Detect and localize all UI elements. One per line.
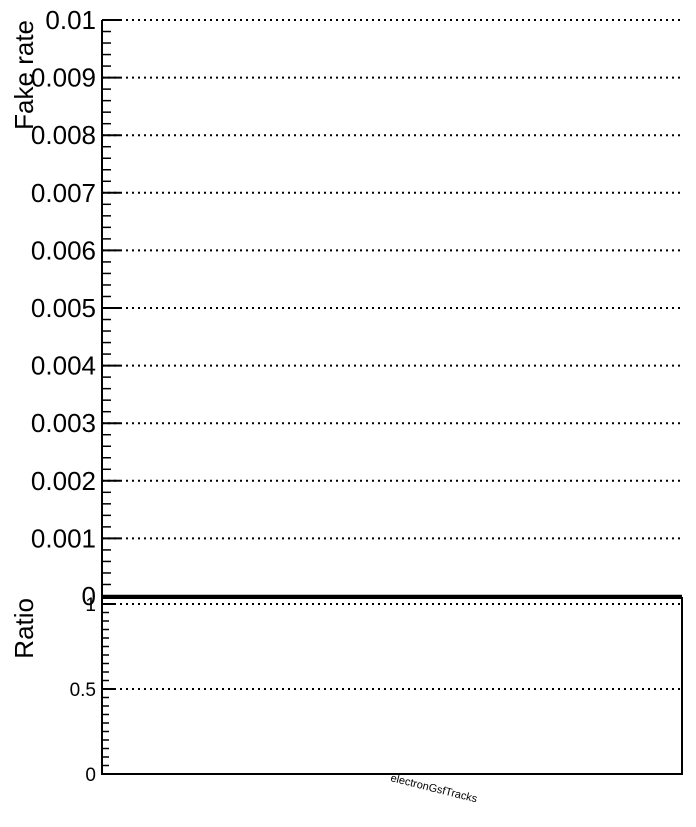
fake-rate-tick-label: 0.006 xyxy=(31,235,96,265)
fake-rate-y-axis-title: Fake rate xyxy=(9,20,39,130)
ratio-frame xyxy=(101,597,683,775)
fake-rate-panel: 0 0.001 0.002 0.003 0.004 0.005 0.006 0.007 0.00… xyxy=(9,5,682,611)
fake-rate-gridlines xyxy=(102,19,682,540)
fake-rate-minor-ticks xyxy=(102,30,111,586)
fake-rate-tick-label: 0.002 xyxy=(31,466,96,496)
fake-rate-tick-label: 0.003 xyxy=(31,408,96,438)
fake-rate-tick-label: 0.004 xyxy=(31,351,96,381)
fake-rate-tick-label: 0 xyxy=(82,581,96,611)
fake-rate-major-ticks xyxy=(102,19,120,597)
fake-rate-tick-label: 0.01 xyxy=(45,5,96,35)
ratio-tick-label: 1 xyxy=(85,595,96,616)
fake-rate-tick-labels: 0 0.001 0.002 0.003 0.004 0.005 0.006 0.007 0.00… xyxy=(31,5,96,611)
ratio-tick-label: 0 xyxy=(85,765,96,786)
ratio-tick-label: 0.5 xyxy=(70,680,96,701)
fake-rate-tick-label: 0.009 xyxy=(31,63,96,93)
fake-rate-tick-label: 0.007 xyxy=(31,178,96,208)
fake-rate-tick-label: 0.001 xyxy=(31,523,96,553)
x-category-label-electrongsftracks: electronGsfTracks xyxy=(389,772,479,805)
fake-rate-tick-label: 0.005 xyxy=(31,293,96,323)
ratio-panel: 00.51 Ratio electronGsfTracks xyxy=(9,595,683,806)
ratio-minor-ticks xyxy=(102,611,109,767)
ratio-tick-labels: 00.51 xyxy=(70,595,96,786)
ratio-gridlines xyxy=(102,603,682,690)
fake-rate-tick-label: 0.008 xyxy=(31,120,96,150)
ratio-y-axis-title: Ratio xyxy=(9,598,39,659)
